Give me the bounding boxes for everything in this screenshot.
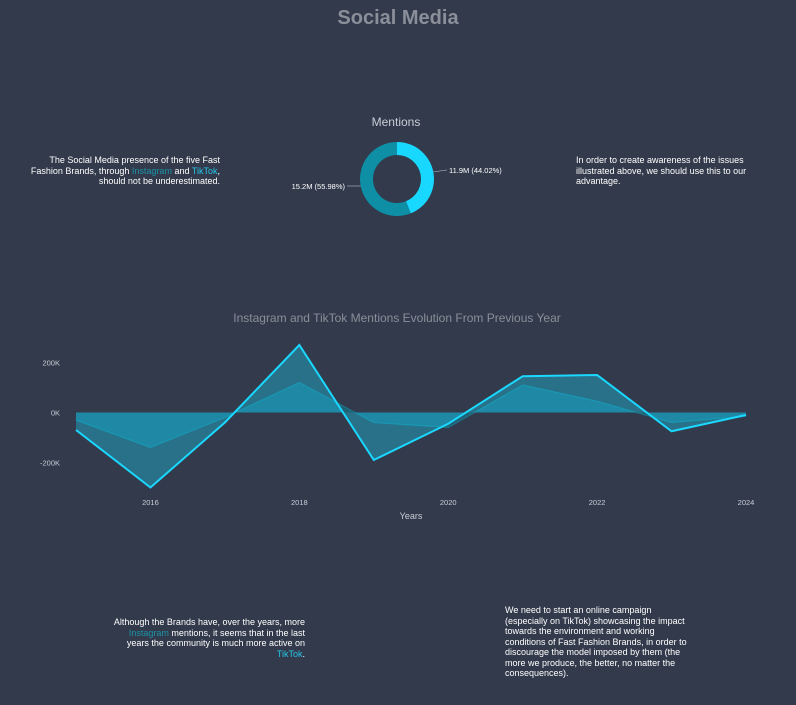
- note-social-presence: The Social Media presence of the five Fa…: [28, 155, 220, 187]
- donut-leader-line: [433, 169, 448, 173]
- mentions-donut-chart: 11.9M (44.02%) 15.2M (55.98%): [292, 142, 502, 217]
- y-tick-label: -200K: [40, 459, 60, 468]
- series-point: [150, 447, 152, 449]
- series-point: [671, 422, 673, 424]
- series-point: [150, 487, 152, 489]
- series-point: [373, 422, 375, 424]
- donut-slice: [359, 142, 411, 217]
- y-tick-label: 0K: [51, 409, 60, 418]
- series-line: [75, 343, 747, 489]
- note-campaign: We need to start an online campaign (esp…: [505, 605, 687, 678]
- series-point: [745, 414, 747, 416]
- donut-slice-label: 15.2M (55.98%): [292, 182, 346, 191]
- donut-slice-label: 11.9M (44.02%): [449, 166, 502, 175]
- series-point: [75, 429, 77, 431]
- page-title: Social Media: [337, 7, 459, 29]
- note-left-tiktok: TikTok: [191, 165, 218, 176]
- series-point: [745, 415, 747, 417]
- note-community-activity: Although the Brands have, over the years…: [110, 617, 305, 659]
- note-left-text-1: The Social Media presence of the five Fa…: [30, 155, 220, 176]
- series-point: [447, 423, 449, 425]
- note-left-instagram: Instagram: [131, 165, 172, 176]
- line-chart-title: Instagram and TikTok Mentions Evolution …: [233, 311, 561, 325]
- donut-slice: [397, 142, 434, 214]
- x-tick-label: 2022: [589, 498, 606, 507]
- note-bl-tiktok: TikTok: [276, 648, 303, 659]
- series-point: [671, 430, 673, 432]
- series-point: [299, 344, 301, 346]
- x-tick-label: 2024: [738, 498, 755, 507]
- note-bl-instagram: Instagram: [128, 627, 169, 638]
- series-point: [447, 427, 449, 429]
- series-area: [76, 345, 746, 488]
- x-axis-label: Years: [400, 511, 423, 521]
- series-point: [596, 374, 598, 376]
- series-point: [522, 375, 524, 377]
- x-tick-label: 2018: [291, 498, 308, 507]
- note-bl-text-1: Although the Brands have, over the years…: [113, 617, 305, 627]
- note-bl-text-3: .: [302, 648, 305, 659]
- note-bl-text-2: mentions, it seems that in the last year…: [126, 627, 305, 649]
- series-point: [75, 419, 77, 421]
- series-point: [224, 422, 226, 424]
- x-tick-label: 2016: [142, 498, 159, 507]
- x-tick-label: 2020: [440, 498, 457, 507]
- series-point: [224, 417, 226, 419]
- note-awareness: In order to create awareness of the issu…: [576, 155, 747, 186]
- series-area: [76, 382, 746, 448]
- series-point: [299, 382, 301, 384]
- series-point: [596, 400, 598, 402]
- note-left-text-2: , should not be underestimated.: [98, 165, 220, 187]
- series-point: [373, 459, 375, 461]
- note-left-and: and: [171, 165, 192, 176]
- series-line: [75, 381, 747, 449]
- donut-title: Mentions: [371, 115, 421, 129]
- mentions-evolution-chart: 200K 0K -200K 2016 2018 2020 2022 2024 Years: [40, 343, 755, 521]
- series-point: [522, 384, 524, 386]
- y-tick-label: 200K: [42, 359, 60, 368]
